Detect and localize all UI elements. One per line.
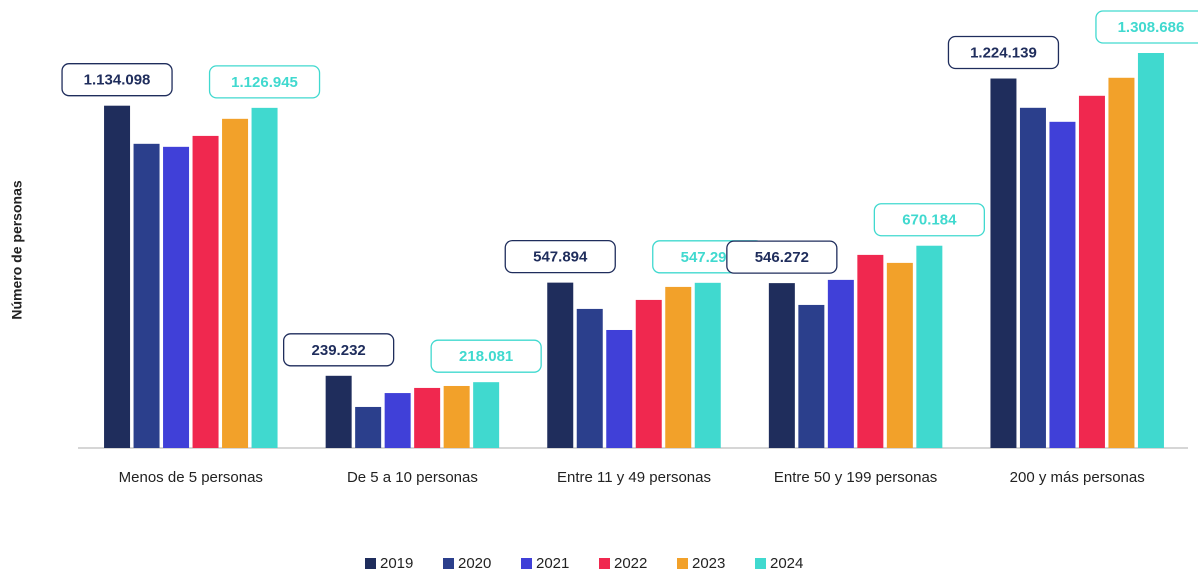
legend-label: 2024 — [770, 555, 803, 572]
value-label-box — [726, 240, 838, 274]
bar — [886, 262, 913, 448]
bar — [251, 107, 278, 448]
bar — [1137, 53, 1164, 448]
value-label-box — [282, 333, 395, 367]
bar — [1108, 77, 1135, 448]
bar — [665, 286, 692, 448]
value-label-box — [947, 35, 1060, 70]
value-label: 1.224.139 — [970, 44, 1037, 61]
legend-label: 2021 — [536, 555, 569, 572]
legend-label: 2020 — [458, 555, 491, 572]
legend-swatch — [365, 558, 376, 569]
bar — [133, 143, 160, 448]
value-label: 1.126.945 — [231, 74, 298, 91]
legend-label: 2019 — [380, 555, 413, 572]
x-tick-label: Entre 11 y 49 personas — [557, 469, 711, 486]
value-label: 547.290 — [681, 249, 735, 266]
x-tick-label: Entre 50 y 199 personas — [774, 469, 937, 486]
value-label-box — [430, 339, 542, 373]
bar — [384, 393, 411, 448]
legend-swatch — [521, 558, 532, 569]
value-label: 1.134.098 — [84, 72, 151, 89]
legend-swatch — [443, 558, 454, 569]
bar — [355, 406, 382, 448]
bar — [990, 78, 1017, 449]
value-label-box — [1095, 10, 1198, 44]
bar — [325, 375, 352, 448]
value-label: 547.894 — [533, 249, 588, 266]
value-label: 218.081 — [459, 348, 513, 365]
bar — [1078, 95, 1105, 448]
value-label-box — [504, 239, 616, 274]
legend-swatch — [599, 558, 610, 569]
bar — [1019, 107, 1046, 448]
bar — [857, 254, 884, 448]
y-axis-label: Número de personas — [9, 180, 25, 319]
bar — [916, 245, 943, 448]
bar — [414, 387, 441, 448]
value-label-box — [208, 65, 321, 99]
bar — [606, 329, 633, 448]
bar — [473, 382, 500, 448]
bar — [1049, 121, 1076, 448]
value-label: 1.308.686 — [1118, 19, 1185, 36]
bar — [443, 385, 470, 448]
value-label-box — [61, 63, 173, 97]
bar — [163, 146, 190, 449]
value-label: 239.232 — [312, 342, 366, 359]
bar — [104, 105, 131, 448]
x-tick-label: De 5 a 10 personas — [347, 469, 478, 486]
bar — [547, 282, 574, 448]
bar — [635, 299, 662, 448]
bar — [222, 118, 249, 449]
value-label: 670.184 — [902, 212, 957, 229]
bar — [798, 304, 825, 448]
bar — [768, 283, 795, 448]
legend-swatch — [677, 558, 688, 569]
x-tick-label: 200 y más personas — [1010, 469, 1145, 486]
bar — [576, 308, 603, 448]
value-label: 546.272 — [755, 249, 809, 266]
value-label-box — [873, 203, 985, 237]
bar — [192, 135, 219, 448]
legend-swatch — [755, 558, 766, 569]
legend-label: 2023 — [692, 555, 725, 572]
x-tick-label: Menos de 5 personas — [119, 469, 263, 486]
bar — [694, 282, 721, 448]
bar — [827, 279, 854, 448]
legend-label: 2022 — [614, 555, 647, 572]
